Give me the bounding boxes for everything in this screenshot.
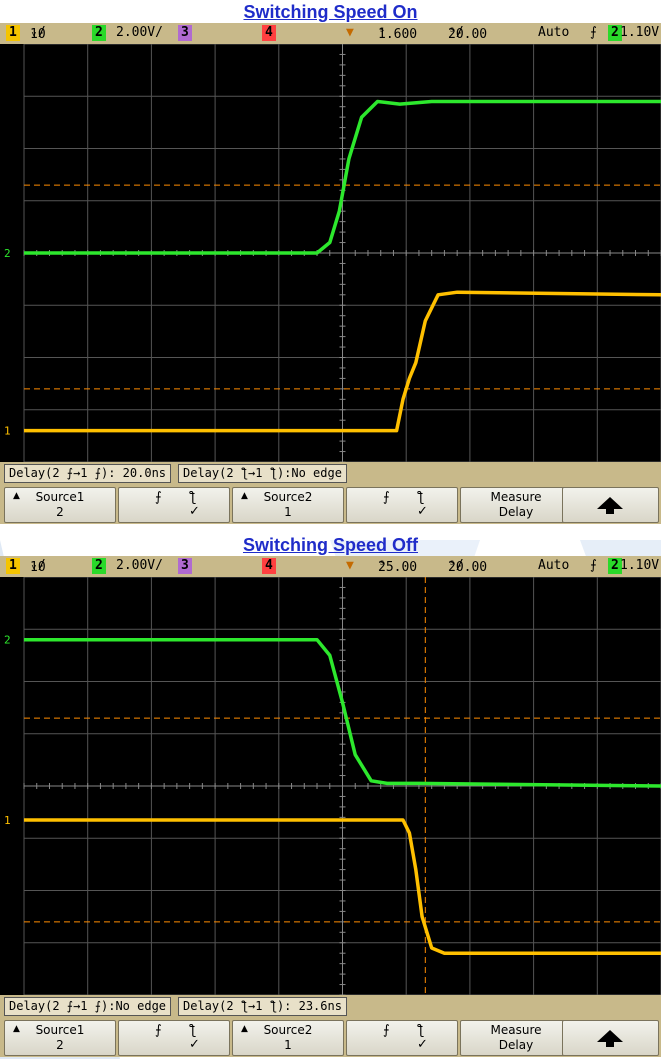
trace-channel-2 (24, 637, 661, 788)
channel-marker-2: 2 (4, 247, 11, 260)
falling-edge-icon: ƪ (419, 490, 424, 505)
delay-label: Delay (498, 505, 534, 519)
source1-label: Source1 (35, 490, 85, 504)
scope-panel-switching-off: Switching Speed Off 1 10 ᵥ/ 2 2.00V/ 3 4 … (0, 533, 661, 1057)
measure-label: Measure (490, 490, 542, 504)
source1-button[interactable]: ▲ Source1 2 (4, 487, 116, 523)
channel-marker-label: 2 (4, 634, 11, 647)
check-icon: ✓ (417, 1037, 428, 1052)
source2-button[interactable]: ▲ Source2 1 (232, 1020, 344, 1056)
triangle-up-icon: ▲ (241, 491, 248, 501)
source2-value: 1 (284, 1038, 292, 1052)
timebase-readout: 20.00 ˢ/ (448, 558, 488, 575)
falling-edge-icon: ƪ (191, 1023, 196, 1038)
measurement-falling-delay: Delay(2 ƪ→1 ƪ):No edge (178, 464, 347, 483)
measurement-rising-delay: Delay(2 ⨍→1 ⨍): 20.0ns (4, 464, 172, 483)
softkey-row: ▲ Source1 2 ⨍ ƪ ✓ ▲ Source2 1 ⨍ ƪ ✓ Meas… (0, 484, 661, 524)
trigger-slope-icon: ⨍ (590, 558, 597, 573)
trigger-mode: Auto (538, 25, 570, 40)
trigger-mode: Auto (538, 558, 570, 573)
scope-status-bar: 1 10 ᵥ/ 2 2.00V/ 3 4 ▼ 1.600 ˢ 20.00 ˢ/ Aut… (0, 23, 661, 44)
trigger-source: 2 (608, 25, 622, 41)
softkey-row: ▲ Source1 2 ⨍ ƪ ✓ ▲ Source2 1 ⨍ ƪ ✓ Meas… (0, 1017, 661, 1057)
measure-label: Measure (490, 1023, 542, 1037)
source2-label: Source2 (263, 490, 313, 504)
source1-label: Source1 (35, 1023, 85, 1037)
chart-title: Switching Speed Off (242, 535, 418, 555)
chart-title: Switching Speed On (243, 2, 418, 22)
channel-1-indicator[interactable]: 1 (6, 558, 20, 574)
measure-delay-button[interactable]: Measure Delay (460, 487, 572, 523)
channel-marker-label: 2 (4, 247, 11, 260)
channel-marker-1: 1 (4, 814, 11, 827)
rising-edge-icon: ⨍ (383, 1023, 390, 1038)
arrow-up-icon (597, 1030, 623, 1047)
measure-delay-button[interactable]: Measure Delay (460, 1020, 572, 1056)
channel-3-indicator[interactable]: 3 (178, 558, 192, 574)
delay-readout: 25.00 ˢ (378, 558, 418, 575)
measurement-falling-delay: Delay(2 ƪ→1 ƪ): 23.6ns (178, 997, 347, 1016)
channel-3-indicator[interactable]: 3 (178, 25, 192, 41)
edge-select-1-button[interactable]: ⨍ ƪ ✓ (118, 487, 230, 523)
triangle-up-icon: ▲ (241, 1024, 248, 1034)
trigger-position-icon: ▼ (346, 558, 354, 573)
trigger-level: 1.10V (620, 558, 660, 573)
trace-channel-2 (24, 99, 661, 255)
menu-up-button[interactable] (562, 1020, 659, 1056)
trigger-source: 2 (608, 558, 622, 574)
trigger-level: 1.10V (620, 25, 660, 40)
delay-label: Delay (498, 1038, 534, 1052)
channel-2-indicator[interactable]: 2 (92, 25, 106, 41)
arrow-up-icon (597, 497, 623, 514)
trace-channel-1 (24, 290, 661, 433)
check-icon: ✓ (189, 504, 200, 519)
rising-edge-icon: ⨍ (383, 490, 390, 505)
delay-readout: 1.600 ˢ (378, 25, 418, 42)
rising-edge-icon: ⨍ (155, 1023, 162, 1038)
channel-2-scale: 2.00V/ (116, 558, 163, 573)
measurement-bar: Delay(2 ⨍→1 ⨍):No edge Delay(2 ƪ→1 ƪ): 2… (0, 995, 661, 1017)
channel-2-indicator[interactable]: 2 (92, 558, 106, 574)
scope-status-bar: 1 10 ᵥ/ 2 2.00V/ 3 4 ▼ 25.00 ˢ 20.00 ˢ/ Aut… (0, 556, 661, 577)
channel-marker-2: 2 (4, 634, 11, 647)
waveform-plot: 21 (4, 577, 661, 995)
trigger-slope-icon: ⨍ (590, 25, 597, 40)
falling-edge-icon: ƪ (419, 1023, 424, 1038)
channel-marker-1: 1 (4, 425, 11, 438)
menu-up-button[interactable] (562, 487, 659, 523)
channel-1-scale: 10 ᵥ/ (30, 558, 46, 575)
measurement-bar: Delay(2 ⨍→1 ⨍): 20.0ns Delay(2 ƪ→1 ƪ):No… (0, 462, 661, 484)
channel-1-indicator[interactable]: 1 (6, 25, 20, 41)
source2-value: 1 (284, 505, 292, 519)
falling-edge-icon: ƪ (191, 490, 196, 505)
edge-select-1-button[interactable]: ⨍ ƪ ✓ (118, 1020, 230, 1056)
channel-4-indicator[interactable]: 4 (262, 25, 276, 41)
source2-button[interactable]: ▲ Source2 1 (232, 487, 344, 523)
triangle-up-icon: ▲ (13, 1024, 20, 1034)
source1-value: 2 (56, 505, 64, 519)
waveform-plot: 21 (4, 44, 661, 462)
trace-channel-1 (24, 818, 661, 955)
rising-edge-icon: ⨍ (155, 490, 162, 505)
source1-button[interactable]: ▲ Source1 2 (4, 1020, 116, 1056)
source1-value: 2 (56, 1038, 64, 1052)
check-icon: ✓ (189, 1037, 200, 1052)
channel-marker-label: 1 (4, 425, 11, 438)
channel-4-indicator[interactable]: 4 (262, 558, 276, 574)
trigger-position-icon: ▼ (346, 25, 354, 40)
channel-marker-label: 1 (4, 814, 11, 827)
timebase-readout: 20.00 ˢ/ (448, 25, 488, 42)
source2-label: Source2 (263, 1023, 313, 1037)
channel-1-scale: 10 ᵥ/ (30, 25, 46, 42)
triangle-up-icon: ▲ (13, 491, 20, 501)
edge-select-2-button[interactable]: ⨍ ƪ ✓ (346, 1020, 458, 1056)
channel-2-scale: 2.00V/ (116, 25, 163, 40)
edge-select-2-button[interactable]: ⨍ ƪ ✓ (346, 487, 458, 523)
check-icon: ✓ (417, 504, 428, 519)
measurement-rising-delay: Delay(2 ⨍→1 ⨍):No edge (4, 997, 172, 1016)
scope-panel-switching-on: Switching Speed On 1 10 ᵥ/ 2 2.00V/ 3 4 ▼… (0, 0, 661, 524)
